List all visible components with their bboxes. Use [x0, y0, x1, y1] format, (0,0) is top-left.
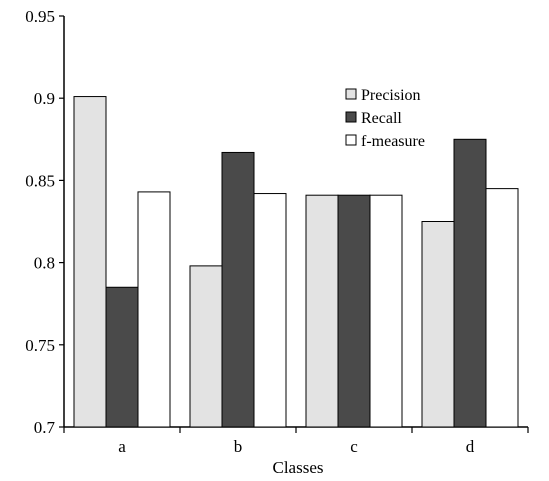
legend-label: f-measure — [361, 133, 425, 150]
bar-recall-d — [453, 138, 487, 428]
legend-swatch — [345, 134, 357, 146]
tick-labels: 0.7 0.75 0.8 0.85 0.9 0.95 a b c d — [25, 7, 475, 456]
bar-precision-b — [189, 265, 223, 428]
bar-precision-a — [73, 96, 107, 428]
bar-recall-a — [105, 286, 139, 428]
x-tick-label: a — [118, 437, 126, 456]
bar-precision-d — [421, 221, 455, 428]
legend-swatch — [345, 111, 357, 123]
y-tick-label: 0.7 — [34, 418, 56, 437]
bar-recall-b — [221, 151, 255, 428]
y-tick-label: 0.95 — [25, 7, 55, 26]
x-tick-label: c — [350, 437, 358, 456]
y-tick-label: 0.75 — [25, 336, 55, 355]
bar-recall-c — [337, 194, 371, 428]
legend-label: Precision — [361, 87, 421, 104]
x-tick-label: d — [466, 437, 475, 456]
bars — [73, 96, 519, 428]
bar-f-measure-c — [369, 194, 403, 428]
y-tick-label: 0.8 — [34, 254, 55, 273]
bar-f-measure-b — [253, 193, 287, 428]
legend-label: Recall — [361, 110, 402, 127]
legend: Precision Recall f-measure — [345, 87, 425, 150]
legend-swatch — [345, 88, 357, 100]
bar-f-measure-a — [137, 191, 171, 428]
y-tick-label: 0.9 — [34, 89, 55, 108]
x-tick-label: b — [234, 437, 243, 456]
bar-precision-c — [305, 194, 339, 428]
x-axis-title: Classes — [273, 458, 324, 477]
bar-f-measure-d — [485, 188, 519, 428]
y-tick-label: 0.85 — [25, 171, 55, 190]
